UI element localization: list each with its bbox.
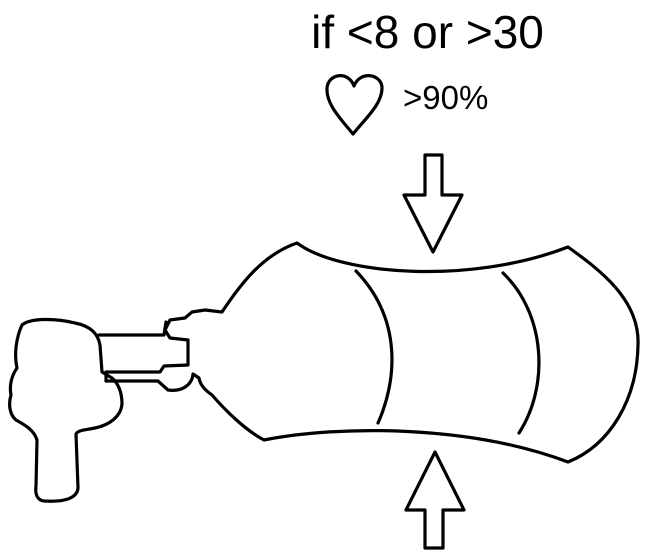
connector-tube: [97, 320, 168, 337]
oxygen-saturation-label: >90%: [403, 79, 489, 116]
band-line-right: [501, 271, 541, 435]
arrow-up-icon: [404, 450, 466, 550]
respiratory-rate-condition-label: if <8 or >30: [311, 6, 544, 58]
heart-icon: [325, 74, 384, 136]
bag-outline: [104, 241, 640, 464]
band-line-left: [354, 269, 394, 425]
arrow-down-icon: [402, 153, 464, 254]
valve-connector: [8, 317, 124, 503]
